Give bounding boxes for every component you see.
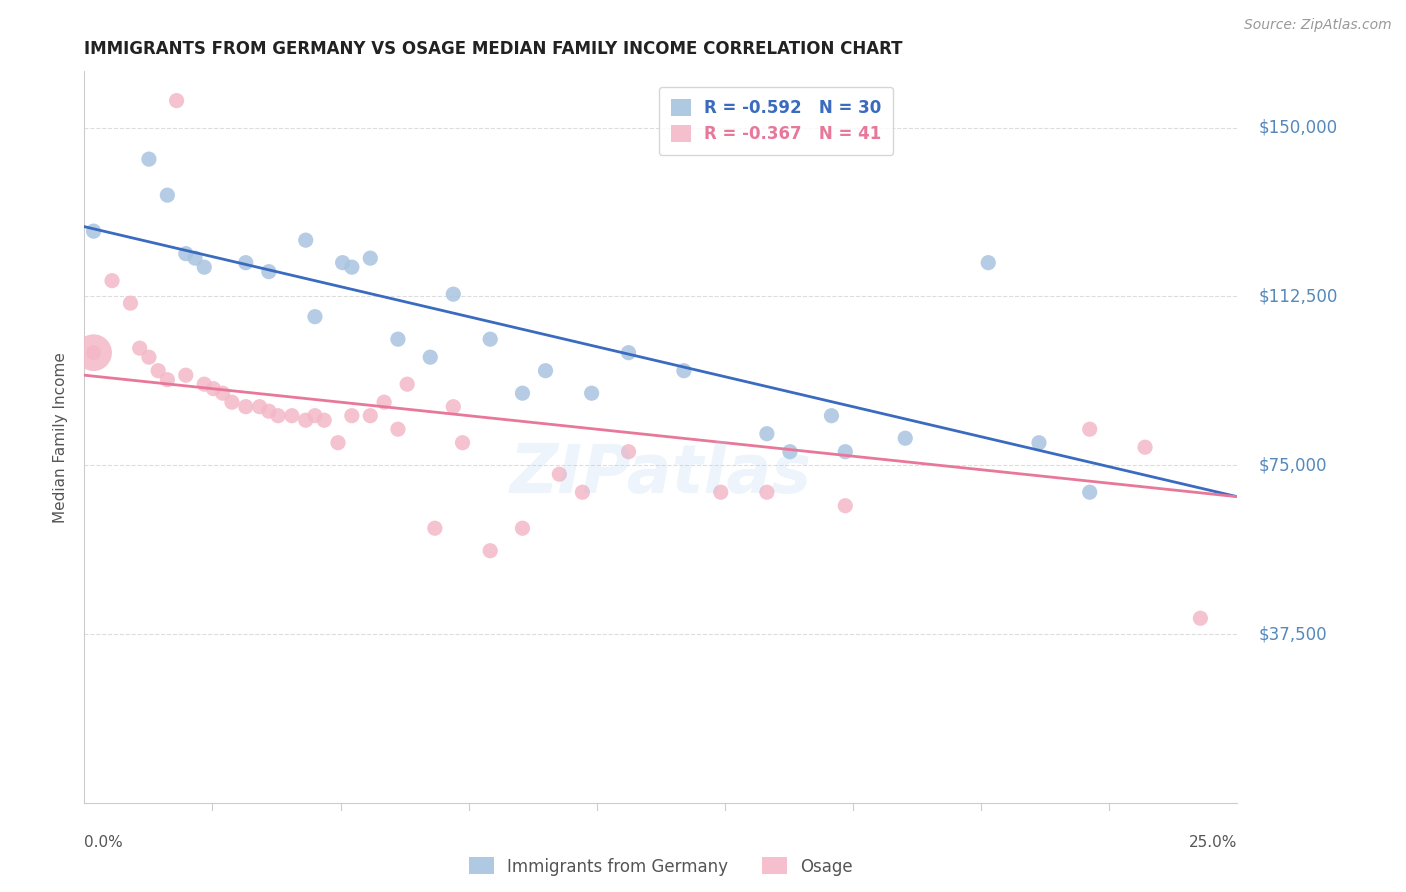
Point — [326, 435, 349, 450]
Point — [834, 444, 856, 458]
Point — [710, 485, 733, 500]
Point — [304, 310, 326, 324]
Point — [441, 287, 464, 301]
Text: $75,000: $75,000 — [1258, 456, 1327, 475]
Point — [451, 435, 474, 450]
Point — [235, 400, 257, 414]
Point — [396, 377, 419, 392]
Point — [83, 224, 105, 238]
Point — [193, 377, 215, 392]
Text: $150,000: $150,000 — [1258, 119, 1337, 136]
Point — [340, 409, 363, 423]
Point — [184, 251, 207, 265]
Point — [977, 255, 1000, 269]
Point — [373, 395, 395, 409]
Point — [1078, 422, 1101, 436]
Point — [294, 233, 316, 247]
Point — [617, 345, 640, 359]
Point — [359, 409, 381, 423]
Point — [120, 296, 142, 310]
Point — [101, 274, 124, 288]
Point — [441, 400, 464, 414]
Point — [235, 255, 257, 269]
Point — [314, 413, 336, 427]
Point — [174, 368, 197, 383]
Point — [617, 444, 640, 458]
Point — [138, 152, 160, 166]
Point — [257, 404, 280, 418]
Point — [128, 341, 150, 355]
Y-axis label: Median Family Income: Median Family Income — [53, 351, 69, 523]
Point — [1028, 435, 1050, 450]
Point — [672, 364, 695, 378]
Point — [1189, 611, 1212, 625]
Point — [534, 364, 557, 378]
Text: $37,500: $37,500 — [1258, 625, 1327, 643]
Point — [202, 382, 225, 396]
Point — [894, 431, 917, 445]
Point — [419, 350, 441, 364]
Point — [512, 386, 534, 401]
Point — [156, 373, 179, 387]
Point — [294, 413, 316, 427]
Point — [755, 426, 778, 441]
Point — [304, 409, 326, 423]
Point — [581, 386, 603, 401]
Point — [83, 345, 105, 359]
Point — [359, 251, 381, 265]
Text: IMMIGRANTS FROM GERMANY VS OSAGE MEDIAN FAMILY INCOME CORRELATION CHART: IMMIGRANTS FROM GERMANY VS OSAGE MEDIAN … — [84, 40, 903, 58]
Point — [83, 345, 105, 359]
Text: ZIPatlas: ZIPatlas — [510, 441, 811, 507]
Point — [332, 255, 354, 269]
Point — [387, 332, 409, 346]
Point — [571, 485, 593, 500]
Point — [156, 188, 179, 202]
Point — [138, 350, 160, 364]
Text: 0.0%: 0.0% — [84, 836, 124, 850]
Point — [249, 400, 271, 414]
Point — [820, 409, 842, 423]
Point — [479, 332, 502, 346]
Point — [1133, 440, 1156, 454]
Point — [548, 467, 571, 482]
Point — [479, 543, 502, 558]
Point — [211, 386, 233, 401]
Point — [340, 260, 363, 275]
Point — [755, 485, 778, 500]
Point — [779, 444, 801, 458]
Point — [834, 499, 856, 513]
Text: $112,500: $112,500 — [1258, 287, 1337, 305]
Point — [512, 521, 534, 535]
Point — [193, 260, 215, 275]
Point — [281, 409, 304, 423]
Point — [1078, 485, 1101, 500]
Point — [387, 422, 409, 436]
Text: Source: ZipAtlas.com: Source: ZipAtlas.com — [1244, 18, 1392, 32]
Point — [174, 246, 197, 260]
Point — [146, 364, 169, 378]
Legend: Immigrants from Germany, Osage: Immigrants from Germany, Osage — [463, 851, 859, 882]
Text: 25.0%: 25.0% — [1189, 836, 1237, 850]
Point — [166, 94, 188, 108]
Point — [267, 409, 290, 423]
Point — [221, 395, 243, 409]
Point — [257, 265, 280, 279]
Point — [423, 521, 446, 535]
